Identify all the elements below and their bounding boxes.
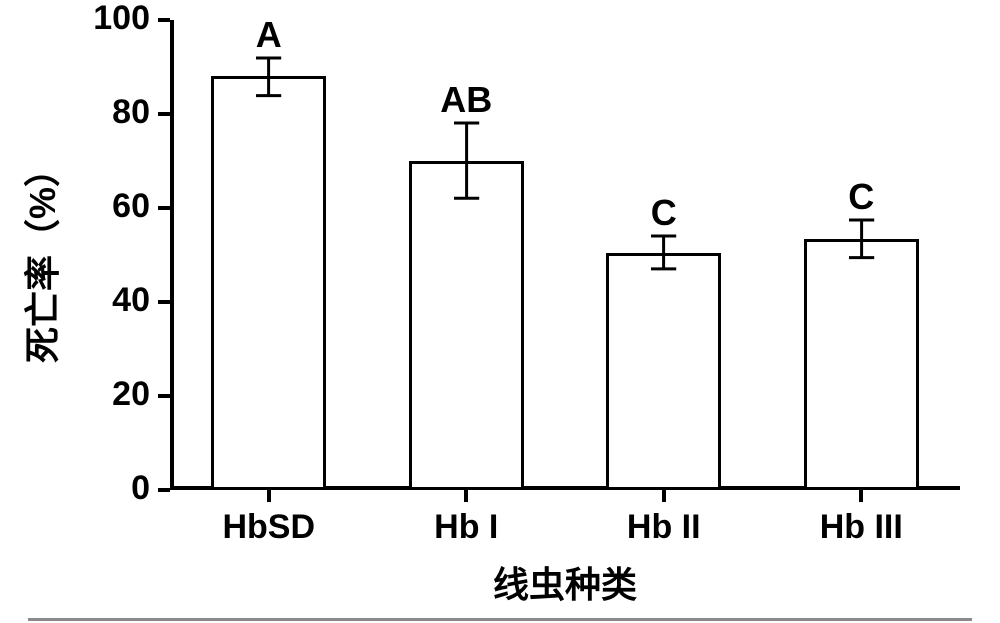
significance-label: AB xyxy=(406,79,526,121)
category-label: HbSD xyxy=(170,508,368,547)
y-tick-mark xyxy=(158,206,170,210)
y-tick-mark xyxy=(158,112,170,116)
bar xyxy=(211,76,326,490)
y-tick-label: 40 xyxy=(112,281,150,320)
bar-chart: 0 20 40 60 80 100 死亡率（%） A AB C C HbSDHb IHb IIH… xyxy=(0,0,1000,623)
bar xyxy=(804,239,919,490)
y-tick-mark xyxy=(158,394,170,398)
x-tick-mark xyxy=(464,490,468,502)
bar xyxy=(606,253,721,490)
category-label: Hb III xyxy=(763,508,961,547)
y-tick-mark xyxy=(158,300,170,304)
y-tick-mark xyxy=(158,488,170,492)
category-label: Hb II xyxy=(565,508,763,547)
y-tick-label: 100 xyxy=(93,0,150,38)
significance-label: C xyxy=(801,176,921,218)
bar xyxy=(409,161,524,490)
outer-frame-bottom xyxy=(28,618,972,621)
significance-label: C xyxy=(604,192,724,234)
y-tick-mark xyxy=(158,18,170,22)
y-tick-label: 80 xyxy=(112,93,150,132)
significance-label: A xyxy=(209,14,329,56)
y-axis-title: 死亡率（%） xyxy=(14,163,66,363)
y-tick-label: 20 xyxy=(112,375,150,414)
x-tick-mark xyxy=(859,490,863,502)
y-tick-label: 0 xyxy=(131,469,150,508)
category-label: Hb I xyxy=(368,508,566,547)
x-tick-mark xyxy=(267,490,271,502)
y-tick-label: 60 xyxy=(112,187,150,226)
x-axis-title: 线虫种类 xyxy=(170,556,960,608)
x-tick-mark xyxy=(662,490,666,502)
